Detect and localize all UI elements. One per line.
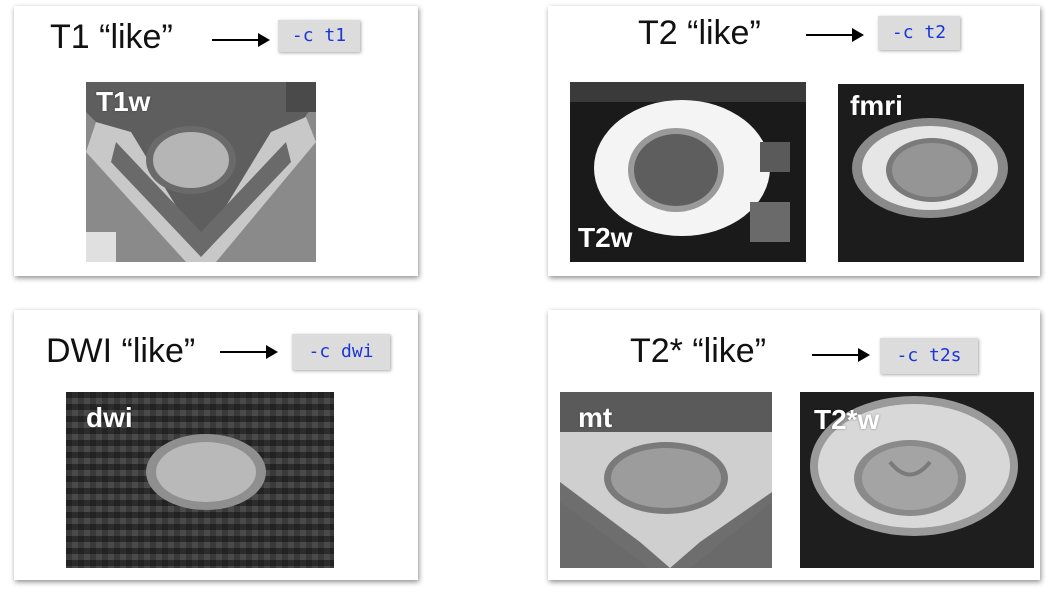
panel-dwi-like: DWI “like” -c dwi dwi bbox=[14, 310, 418, 580]
image-label-mt: mt bbox=[578, 402, 613, 433]
arrow-right-icon bbox=[812, 348, 870, 362]
arrow-right-icon bbox=[806, 28, 864, 42]
contrast-flag-dwi: -c dwi bbox=[292, 334, 390, 370]
panel-title-t2s: T2* “like” bbox=[630, 332, 767, 370]
panel-title-dwi: DWI “like” bbox=[46, 332, 196, 370]
image-dwi: dwi bbox=[66, 392, 334, 568]
image-label-t2w: T2w bbox=[578, 222, 633, 253]
panel-title-t2: T2 “like” bbox=[638, 14, 761, 52]
image-mt: mt bbox=[560, 392, 772, 568]
contrast-flag-t1: -c t1 bbox=[278, 20, 360, 52]
arrow-right-icon bbox=[220, 345, 278, 359]
contrast-flag-t2: -c t2 bbox=[878, 16, 960, 50]
panel-title-t1: T1 “like” bbox=[50, 18, 173, 56]
image-t1w: T1w bbox=[86, 82, 316, 262]
panel-t2s-like: T2* “like” -c t2s mt T2*w bbox=[548, 310, 1040, 580]
image-label-fmri: fmri bbox=[850, 90, 903, 121]
image-fmri: fmri bbox=[838, 84, 1024, 262]
panel-t1-like: T1 “like” -c t1 T1w bbox=[14, 6, 418, 276]
arrow-right-icon bbox=[212, 33, 270, 47]
image-label-t2sw: T2*w bbox=[814, 404, 880, 435]
image-t2sw: T2*w bbox=[800, 392, 1034, 568]
image-label-t1w: T1w bbox=[96, 86, 151, 117]
image-t2w: T2w bbox=[570, 82, 806, 262]
panel-t2-like: T2 “like” -c t2 T2w fmri bbox=[548, 6, 1040, 276]
image-label-dwi: dwi bbox=[86, 402, 133, 433]
contrast-flag-t2s: -c t2s bbox=[880, 338, 978, 374]
